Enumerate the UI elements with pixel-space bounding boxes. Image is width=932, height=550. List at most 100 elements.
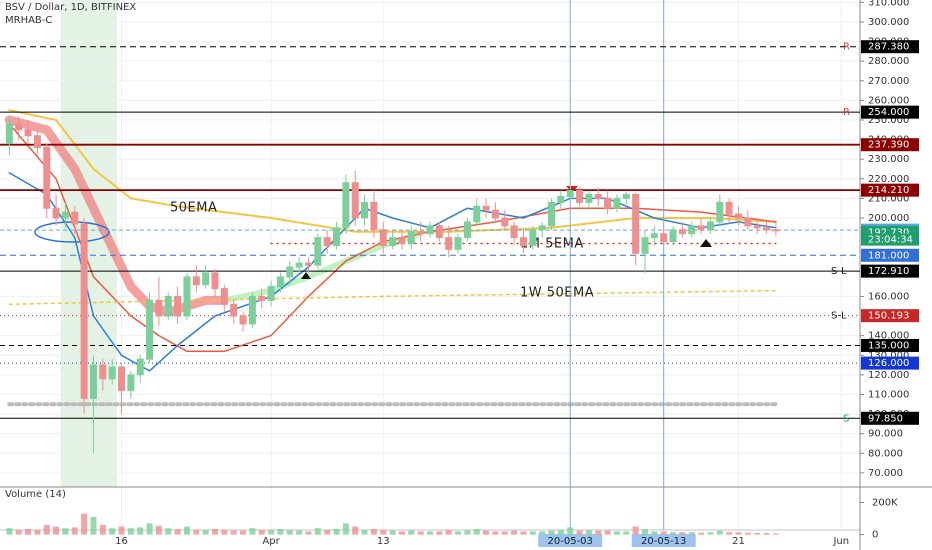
candle-body (379, 229, 387, 246)
y-tick-label: 260.000 (868, 95, 909, 106)
y-tick-label: 310.000 (868, 0, 909, 8)
indicator-line (8, 172, 777, 372)
candle-body (33, 135, 41, 148)
volume-bar (53, 526, 60, 535)
candle-body (566, 190, 574, 197)
candle-body (604, 197, 612, 209)
volume-bar (314, 528, 321, 535)
candle-body (594, 193, 602, 199)
candle-body (127, 374, 135, 392)
price-label-bg (861, 105, 919, 119)
volume-bar (398, 531, 405, 535)
annotation: 50EMA (170, 201, 217, 216)
candle-body (61, 211, 69, 219)
candle-body (772, 229, 780, 232)
candle-body (99, 364, 107, 380)
volume-bar (258, 529, 265, 535)
x-tick-label: Apr (262, 536, 280, 547)
countdown: 23:04:34 (868, 235, 913, 246)
volume-title: Volume (14) (5, 489, 66, 500)
volume-bar (352, 526, 359, 535)
candle-body (734, 213, 742, 219)
candle-body (716, 201, 724, 223)
candle-body (613, 197, 621, 209)
level-tag: S-L (831, 266, 847, 277)
level-tag: S-L (831, 311, 847, 322)
volume-bar (492, 531, 499, 535)
indicator-line (4, 115, 229, 317)
price-label-bg (861, 411, 919, 425)
candle-body (202, 272, 210, 286)
volume-bar (146, 523, 153, 535)
indicator-line (8, 123, 777, 353)
volume-bar (137, 527, 144, 535)
candle-body (89, 364, 97, 399)
candle-body (417, 231, 425, 235)
volume-bar (520, 531, 527, 535)
volume-bar (408, 530, 415, 535)
y-tick-label: 220.000 (868, 174, 909, 185)
candle-body (174, 295, 182, 317)
volume-bar (183, 526, 190, 535)
volume-bar (155, 525, 162, 535)
candle-body (314, 237, 322, 266)
y-tick-label: 210.000 (868, 193, 909, 204)
y-tick-label: 200.000 (868, 213, 909, 224)
volume-bar (511, 530, 518, 535)
candle-body (697, 225, 705, 231)
candle-body (136, 358, 144, 376)
candle-body (548, 201, 556, 227)
volume-bar (698, 532, 705, 535)
volume-bar (6, 528, 13, 535)
volume-bar (707, 532, 714, 535)
price-label: 181.000 (868, 250, 909, 261)
volume-bar (735, 532, 742, 535)
volume-bar (127, 528, 134, 535)
candle-body (155, 299, 163, 317)
candle-body (333, 227, 341, 246)
indicator-line (8, 289, 777, 306)
candle-body (435, 225, 443, 239)
price-label: 97.850 (868, 413, 903, 424)
y-tick-label: 140.000 (868, 331, 909, 342)
volume-bar (642, 528, 648, 535)
x-tick-label: Jun (832, 536, 849, 547)
volume-bar (679, 532, 686, 535)
candle-body (557, 195, 565, 203)
volume-bar (99, 524, 106, 535)
triangle-marker (301, 272, 311, 279)
volume-bar (361, 529, 368, 535)
volume-bar (539, 531, 546, 535)
volume-bar (15, 529, 22, 535)
candle-body (538, 225, 546, 231)
volume-bar (165, 528, 172, 535)
candle-body (632, 193, 640, 254)
volume-bar (268, 529, 275, 535)
volume-bar (221, 529, 228, 535)
volume-bar (240, 530, 247, 535)
volume-bar (483, 530, 490, 535)
volume-bar (277, 528, 284, 535)
candle-body (183, 276, 191, 317)
volume-bar (71, 527, 78, 535)
candle-body (398, 237, 406, 245)
x-marker-label: 20-05-03 (548, 536, 593, 547)
y-tick-label: 70.000 (868, 468, 903, 479)
candle-body (482, 205, 490, 211)
volume-bar (202, 529, 209, 535)
volume-bar (716, 530, 723, 535)
price-label: 237.390 (868, 140, 909, 151)
volume-bar (436, 531, 443, 535)
volume-bar (464, 530, 471, 535)
candle-body (678, 229, 686, 235)
candle-body (426, 225, 434, 235)
candle-body (108, 366, 116, 380)
volume-bar (81, 513, 88, 535)
price-label-bg (861, 264, 919, 278)
volume-bar (772, 533, 779, 535)
y-tick-label: 120.000 (868, 370, 909, 381)
volume-bar (25, 528, 32, 535)
candle-body (164, 295, 172, 317)
candle-body (52, 207, 60, 219)
